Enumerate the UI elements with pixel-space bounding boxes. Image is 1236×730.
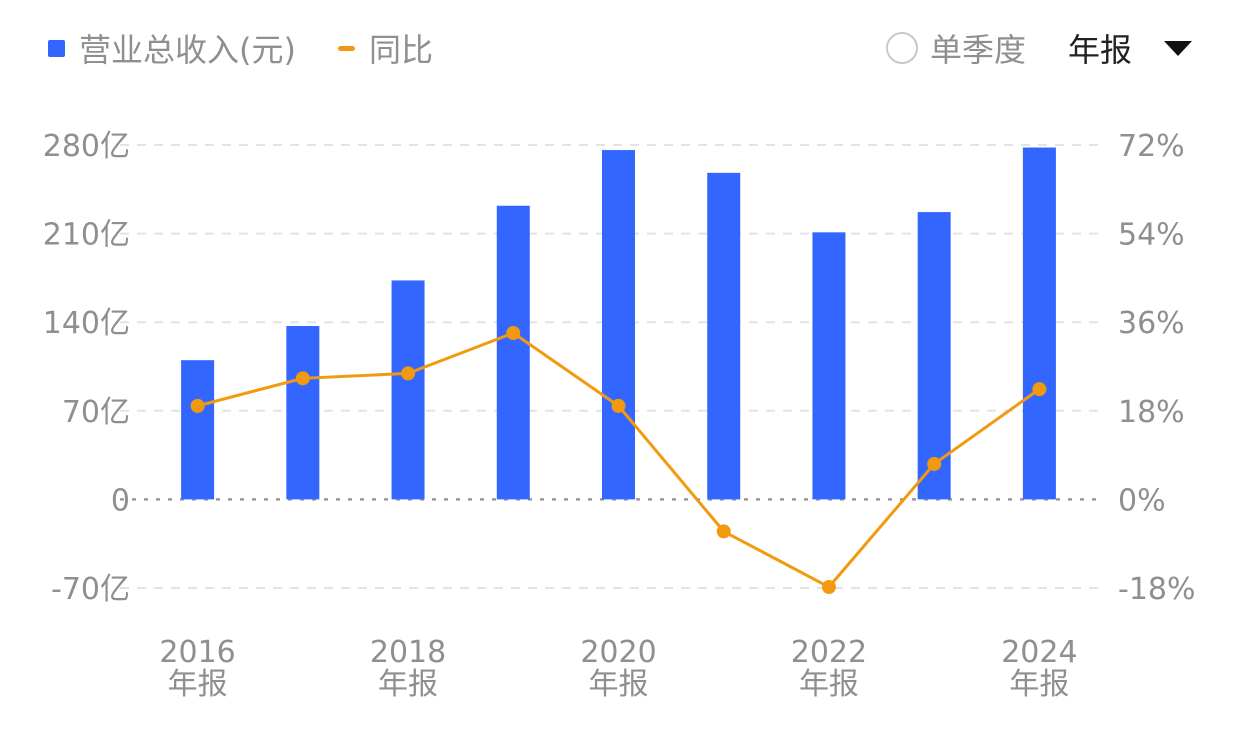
yoy-point[interactable] — [927, 456, 942, 471]
yoy-point[interactable] — [401, 366, 416, 381]
revenue-bar[interactable] — [286, 325, 320, 500]
y-left-tick-label: 70亿 — [62, 395, 130, 430]
axis-layer: -70亿 0 70亿 140亿 210亿 280亿 -18% 0% 18% 36% 54% 72% 20… — [43, 129, 1196, 702]
revenue-bar[interactable] — [1022, 147, 1056, 500]
revenue-bar[interactable] — [391, 280, 425, 500]
yoy-point[interactable] — [611, 398, 626, 413]
legend-revenue-label: 营业总收入(元) — [79, 31, 296, 69]
revenue-bar[interactable] — [496, 205, 530, 500]
period-dropdown[interactable]: 年报 — [1068, 25, 1192, 71]
revenue-bar[interactable] — [707, 172, 741, 500]
revenue-bar[interactable] — [812, 232, 846, 500]
yoy-point[interactable] — [295, 371, 310, 386]
y-left-tick-label: 210亿 — [43, 218, 130, 253]
yoy-point[interactable] — [821, 580, 836, 595]
single-quarter-label[interactable]: 单季度 — [929, 31, 1026, 69]
y-right-tick-label: 18% — [1118, 395, 1185, 430]
single-quarter-radio[interactable] — [885, 32, 918, 64]
y-right-tick-label: 0% — [1118, 483, 1166, 518]
y-right-tick-label: 36% — [1118, 306, 1185, 341]
x-tick-period: 年报 — [168, 667, 228, 702]
yoy-point[interactable] — [506, 326, 521, 341]
y-right-tick-label: 54% — [1118, 218, 1185, 253]
yoy-point[interactable] — [190, 398, 205, 413]
x-tick-year: 2022 — [791, 635, 867, 670]
legend-item-revenue: 营业总收入(元) — [48, 25, 296, 71]
chart-controls: 单季度 年报 — [885, 22, 1192, 74]
yoy-point[interactable] — [1032, 382, 1047, 397]
x-tick-period: 年报 — [799, 667, 859, 702]
y-right-tick-label: 72% — [1118, 129, 1185, 164]
x-tick-year: 2024 — [1001, 635, 1077, 670]
legend-line-swatch — [337, 45, 355, 51]
y-left-tick-label: 0 — [111, 483, 130, 518]
revenue-bar[interactable] — [917, 212, 951, 500]
bar-layer — [181, 147, 1056, 500]
x-tick-period: 年报 — [1009, 667, 1069, 702]
chart-legend: 营业总收入(元) 同比 — [48, 22, 475, 74]
x-tick-year: 2020 — [580, 635, 656, 670]
x-tick-year: 2016 — [159, 635, 235, 670]
y-right-tick-label: -18% — [1118, 572, 1196, 607]
x-tick-year: 2018 — [370, 635, 446, 670]
y-left-tick-label: 140亿 — [43, 306, 130, 341]
revenue-bar[interactable] — [181, 360, 215, 500]
x-tick-period: 年报 — [378, 667, 438, 702]
revenue-bar[interactable] — [602, 150, 635, 500]
period-dropdown-label[interactable]: 年报 — [1067, 31, 1132, 69]
legend-yoy-label: 同比 — [368, 31, 433, 69]
caret-down-icon[interactable] — [1164, 40, 1192, 56]
y-left-tick-label: 280亿 — [43, 129, 130, 164]
yoy-point[interactable] — [716, 524, 731, 539]
legend-bar-swatch — [48, 39, 65, 57]
legend-item-yoy: 同比 — [337, 25, 433, 71]
line-layer — [190, 326, 1047, 595]
x-tick-period: 年报 — [589, 667, 649, 702]
y-left-tick-label: -70亿 — [51, 572, 130, 607]
